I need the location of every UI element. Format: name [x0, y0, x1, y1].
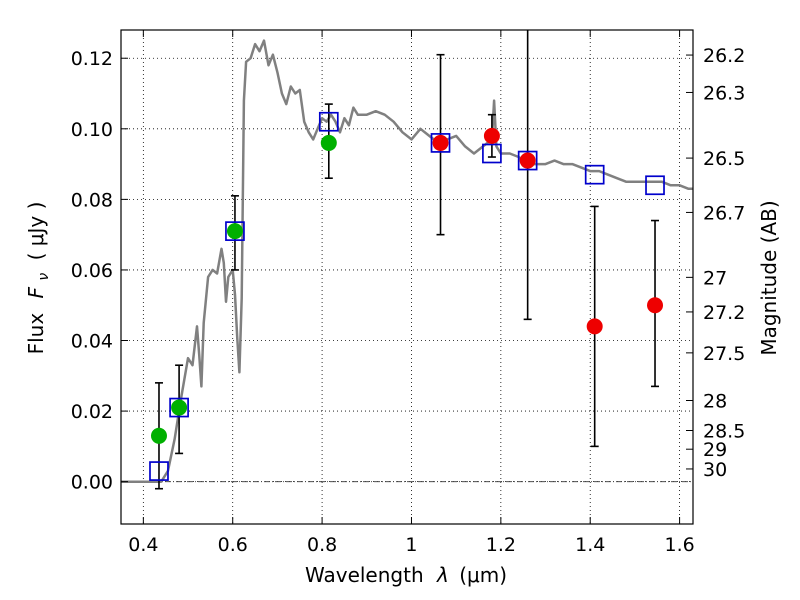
x-axis-title-text: Wavelength	[305, 563, 424, 587]
model-flux-square	[225, 221, 245, 241]
y2-tick-label: 26.2	[703, 45, 745, 67]
model-flux-square	[584, 164, 605, 185]
y2-tick-label: 28.5	[703, 420, 745, 442]
model-flux-square	[318, 111, 339, 132]
y-axis-title-symbol: F	[24, 286, 48, 298]
y2-tick-label: 27.2	[703, 302, 745, 324]
y2-tick-label: 26.3	[703, 82, 745, 104]
y2-tick-label: 26.5	[703, 148, 745, 170]
y-tick-label: 0.08	[71, 189, 113, 211]
model-sed-line	[121, 39, 693, 483]
y-axis-title-subscript: ν	[36, 273, 52, 281]
model-flux-square	[430, 133, 451, 153]
model-flux-square	[645, 175, 665, 196]
y-axis-title: Flux F ν ( μJy )	[24, 202, 53, 355]
photometry-point	[647, 297, 664, 314]
model-sed-group	[121, 39, 693, 483]
model-flux-square	[517, 150, 538, 171]
x-tick-label: 0.8	[307, 534, 337, 556]
photometry-point	[519, 152, 536, 169]
x-tick-label: 1	[405, 534, 417, 556]
x-tick-label: 1.6	[664, 534, 694, 556]
y-axis-title-unit: ( μJy )	[24, 202, 48, 261]
y-tick-label: 0.04	[71, 331, 113, 353]
photometry-point	[150, 427, 167, 444]
y2-tick-label: 28	[703, 391, 727, 413]
grid	[121, 30, 693, 524]
y-tick-label: 0.00	[71, 472, 113, 494]
x-axis-title-symbol: λ	[436, 563, 449, 587]
photometry-point	[586, 318, 603, 335]
photometry-point	[432, 134, 449, 151]
photometry-point	[483, 127, 500, 144]
model-flux-square	[482, 143, 502, 164]
y2-tick-label: 29	[703, 439, 727, 461]
y-axis-title-text: Flux	[24, 313, 48, 355]
y2-tick-label: 26.7	[703, 202, 745, 224]
data-markers	[149, 111, 665, 481]
photometry-point	[171, 399, 188, 416]
y-tick-label: 0.06	[71, 260, 113, 282]
x-tick-label: 1.2	[486, 534, 516, 556]
x-tick-label: 0.4	[128, 534, 158, 556]
y-tick-label: 0.10	[71, 119, 113, 141]
x-tick-label: 1.4	[575, 534, 605, 556]
y2-tick-label: 30	[703, 459, 727, 481]
y-tick-label: 0.12	[71, 48, 113, 70]
y-tick-label: 0.02	[71, 401, 113, 423]
axis-ticks: 0.4 0.6 0.8 1 1.2 1.4 1.6 0.00 0.02 0.04 0.06 0.08 0…	[71, 30, 745, 556]
x-tick-label: 0.6	[218, 534, 248, 556]
model-flux-square	[169, 397, 189, 418]
y2-tick-label: 27.5	[703, 343, 745, 365]
x-axis-title: Wavelength λ (μm)	[305, 563, 507, 587]
y2-tick-label: 27	[703, 267, 727, 289]
photometry-point	[226, 223, 243, 240]
y2-axis-title: Magnitude (AB)	[757, 200, 781, 355]
plot-frame	[120, 29, 694, 525]
photometry-point	[320, 134, 337, 151]
model-flux-square	[149, 461, 169, 481]
x-axis-title-unit: (μm)	[459, 563, 507, 587]
error-bars	[154, 30, 660, 490]
